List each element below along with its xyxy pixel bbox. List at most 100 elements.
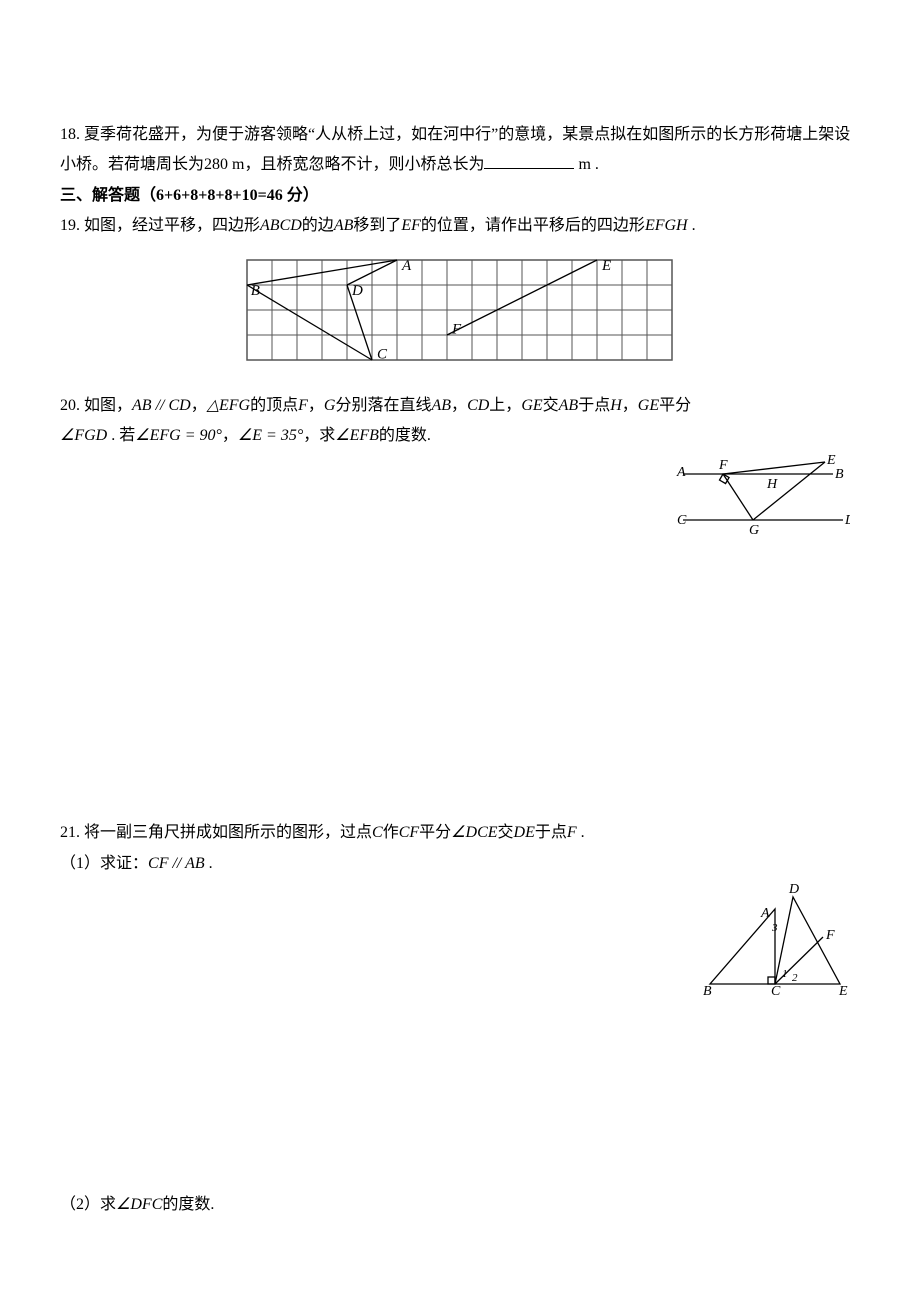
q21-text-c: 平分 [419, 824, 451, 841]
q21-text-b: 作 [383, 824, 399, 841]
q20-ang4: ∠EFB [335, 427, 379, 444]
q20-text-l: . 若 [107, 427, 135, 444]
q20-text-o: 的度数. [379, 427, 431, 444]
q20-text-b: ， [191, 397, 207, 414]
q18-number: 18. [60, 126, 80, 143]
q20-text-g: 上， [489, 397, 521, 414]
q21-part1: （1）求证：CF // AB . [60, 849, 860, 879]
svg-text:E: E [826, 453, 836, 468]
q21-seg1: CF [399, 824, 419, 841]
q20-l2: CD [467, 397, 489, 414]
q20-v2: G [324, 397, 336, 414]
q20-text-c: 的顶点 [250, 397, 298, 414]
svg-text:F: F [718, 458, 728, 473]
q21-figure: B C E D A F 3 1 2 [695, 879, 850, 999]
q21-text-a: 将一副三角尺拼成如图所示的图形，过点 [84, 824, 372, 841]
svg-text:E: E [838, 984, 848, 999]
svg-text:E: E [601, 257, 611, 273]
svg-text:2: 2 [792, 972, 798, 984]
q19-edge1: AB [334, 217, 354, 234]
svg-text:A: A [760, 906, 770, 921]
q19-poly1: ABCD [260, 217, 302, 234]
q21-text-f: . [577, 824, 585, 841]
q20-text-e: 分别落在直线 [335, 397, 431, 414]
q20-seg1: GE [521, 397, 542, 414]
q21-figure-wrap: B C E D A F 3 1 2 [695, 879, 850, 1010]
svg-text:D: D [788, 882, 799, 897]
q19-poly2: EFGH [645, 217, 688, 234]
q21-p1-label: （1）求证： [60, 855, 148, 872]
q19-text-b: 的边 [302, 217, 334, 234]
q19-grid-figure: A B D C E F [245, 250, 675, 370]
q18-blank [484, 151, 574, 170]
q21-pt2: F [567, 824, 577, 841]
q21-number: 21. [60, 824, 80, 841]
q18-text-b: ，且桥宽忽略不计，则小桥总长为 [244, 156, 484, 173]
q20-text-k: 平分 [659, 397, 691, 414]
svg-text:F: F [825, 928, 835, 943]
q19-figure-wrap: A B D C E F [60, 250, 860, 381]
q21-p2-ang: ∠DFC [116, 1196, 162, 1213]
question-18: 18. 夏季荷花盛开，为便于游客领略“人从桥上过，如在河中行”的意境，某景点拟在… [60, 120, 860, 181]
q20-l3: AB [559, 397, 579, 414]
svg-text:C: C [771, 984, 781, 999]
svg-text:G: G [749, 523, 759, 537]
svg-text:H: H [766, 477, 778, 492]
q20-tri: △EFG [207, 397, 250, 414]
q20-text-f: ， [451, 397, 467, 414]
q21-seg2: DE [514, 824, 535, 841]
q21-part2: （2）求∠DFC的度数. [60, 1190, 860, 1220]
q20-ang2: ∠EFG = 90° [135, 427, 222, 444]
q20-text-n: ，求 [303, 427, 335, 444]
q20-pt1: H [610, 397, 622, 414]
q19-text-d: 的位置，请作出平移后的四边形 [421, 217, 645, 234]
svg-text:B: B [835, 467, 844, 482]
q20-text-m: ， [222, 427, 238, 444]
q19-edge2: EF [401, 217, 421, 234]
q21-text-d: 交 [498, 824, 514, 841]
svg-text:D: D [844, 513, 850, 528]
q19-text-c: 移到了 [353, 217, 401, 234]
q19-text-e: . [688, 217, 696, 234]
q18-unit: m . [578, 156, 598, 173]
q20-ang3: ∠E = 35° [238, 427, 303, 444]
page-container: 18. 夏季荷花盛开，为便于游客领略“人从桥上过，如在河中行”的意境，某景点拟在… [0, 0, 920, 1281]
q20-text-d: ， [308, 397, 324, 414]
q20-seg2: GE [638, 397, 659, 414]
question-21: 21. 将一副三角尺拼成如图所示的图形，过点C作CF平分∠DCE交DE于点F . [60, 818, 860, 848]
q19-text-a: 如图，经过平移，四边形 [84, 217, 260, 234]
q21-text-e: 于点 [535, 824, 567, 841]
svg-text:B: B [703, 984, 712, 999]
q20-figure: A B C D E F G H [675, 452, 850, 537]
q21-p1-workspace [60, 1020, 860, 1190]
q20-text-h: 交 [543, 397, 559, 414]
q20-text-j: ， [622, 397, 638, 414]
q21-p1-end: . [205, 855, 213, 872]
q21-p1-stmt: CF // AB [148, 855, 205, 872]
q20-workspace [60, 558, 860, 818]
svg-text:D: D [351, 282, 363, 298]
svg-text:1: 1 [782, 968, 788, 980]
svg-text:3: 3 [771, 922, 778, 934]
q20-l1: AB [432, 397, 452, 414]
svg-text:C: C [377, 346, 388, 362]
q21-ang1: ∠DCE [451, 824, 497, 841]
q19-number: 19. [60, 217, 80, 234]
q20-rel1: AB // CD [132, 397, 191, 414]
svg-text:A: A [676, 465, 686, 480]
section-3-header: 三、解答题（6+6+8+8+8+10=46 分） [60, 181, 860, 211]
q20-text-a: 如图， [84, 397, 132, 414]
q20-number: 20. [60, 397, 80, 414]
svg-text:B: B [251, 282, 260, 298]
svg-text:F: F [451, 321, 462, 337]
question-19: 19. 如图，经过平移，四边形ABCD的边AB移到了EF的位置，请作出平移后的四… [60, 211, 860, 241]
q21-p2-end: 的度数. [162, 1196, 214, 1213]
q18-perimeter: 280 m [204, 156, 244, 173]
q21-pt1: C [372, 824, 383, 841]
svg-text:A: A [401, 257, 412, 273]
question-20: 20. 如图，AB // CD，△EFG的顶点F，G分别落在直线AB，CD上，G… [60, 391, 860, 452]
q20-text-i: 于点 [578, 397, 610, 414]
q20-figure-wrap: A B C D E F G H [675, 452, 850, 548]
q21-p2-label: （2）求 [60, 1196, 116, 1213]
svg-text:C: C [677, 513, 687, 528]
